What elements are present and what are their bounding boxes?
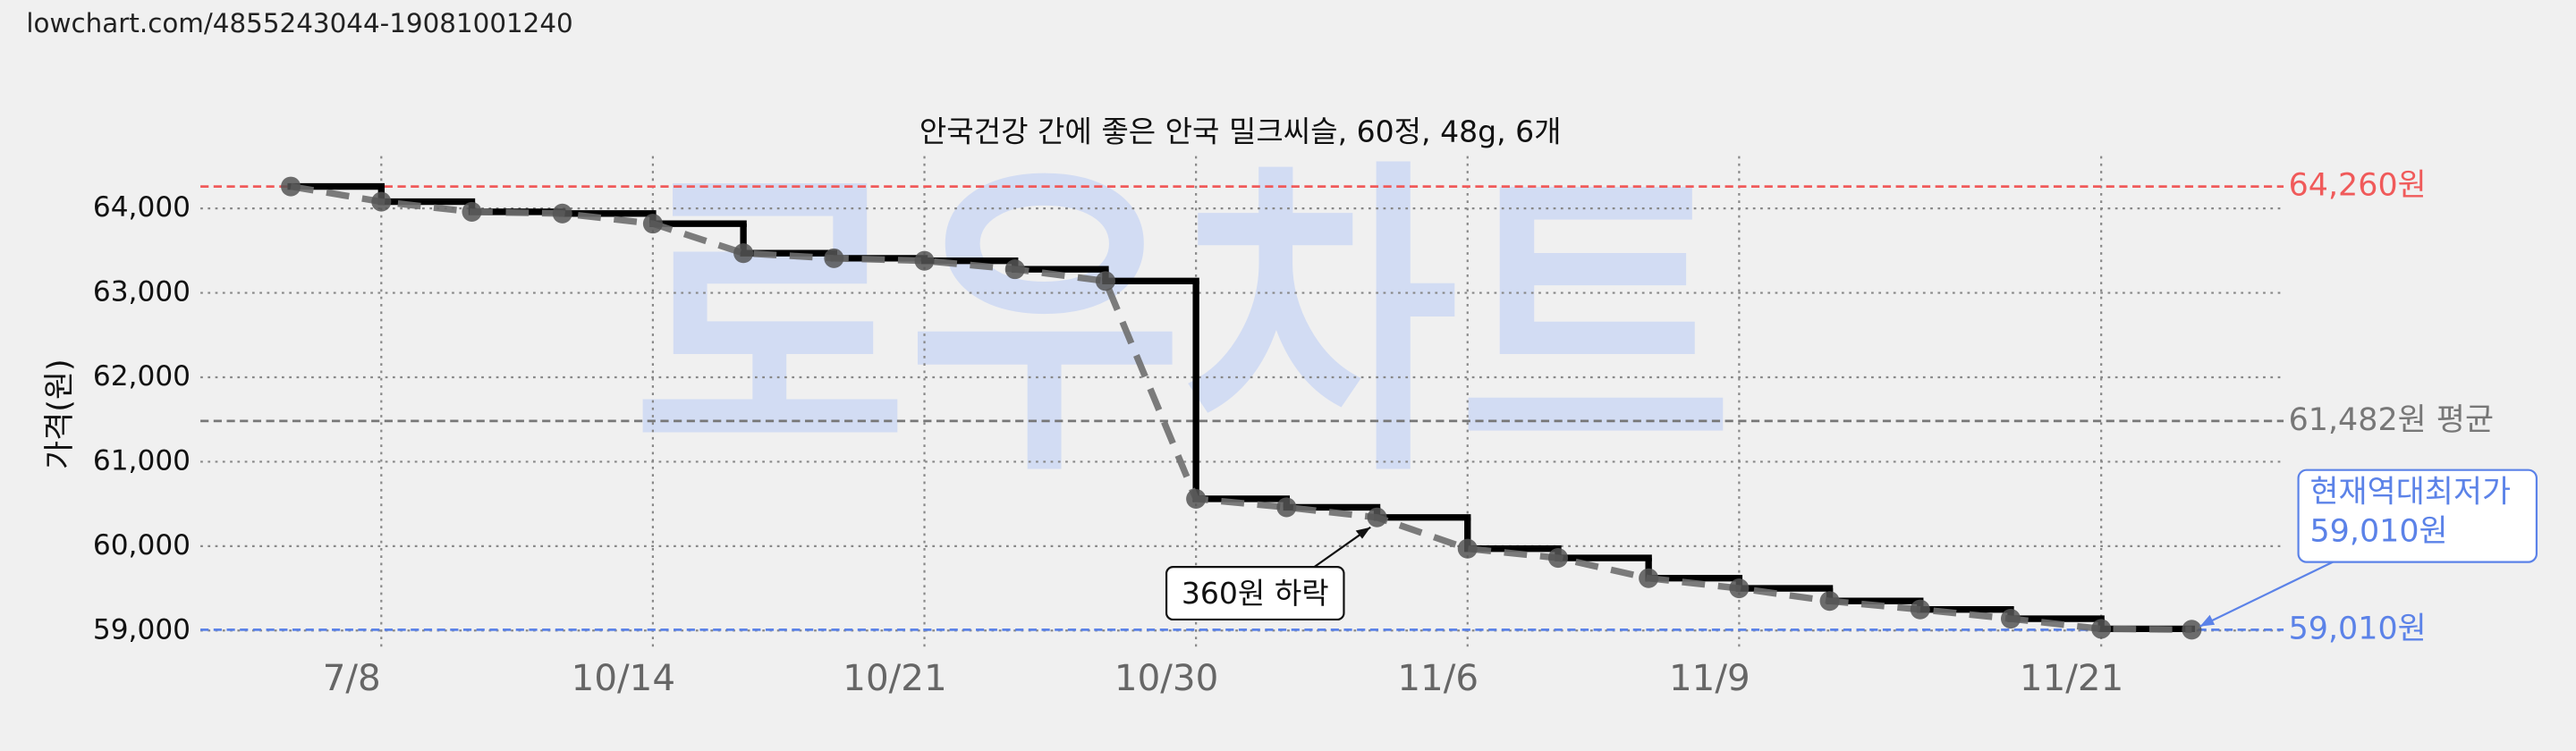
point [462, 201, 482, 222]
y-tick-label: 59,000 [93, 613, 191, 646]
annotation-box [2297, 468, 2538, 563]
annotation-text: 현재역대최저가 [2309, 474, 2511, 510]
point [281, 176, 301, 197]
y-axis-label: 가격(원) [42, 359, 78, 469]
point [1457, 538, 1478, 559]
point [2091, 619, 2112, 639]
annotation-text: 360원 하락 [1182, 576, 1329, 611]
x-tick-label: 10/14 [572, 656, 675, 699]
x-tick-label: 11/6 [1397, 656, 1479, 699]
x-tick-label: 7/8 [323, 656, 381, 699]
point [1910, 599, 1930, 620]
point [1004, 259, 1025, 280]
reference-label: 64,260원 [2289, 168, 2427, 204]
reference-label: 61,482원 평균 [2289, 402, 2494, 438]
point [1547, 548, 1568, 569]
arrow-head [2199, 614, 2216, 627]
point [1276, 497, 1297, 518]
point [1639, 568, 1659, 588]
y-tick-label: 63,000 [93, 276, 191, 308]
x-tick-label: 11/9 [1669, 656, 1750, 699]
annotation-text: 59,010원 [2309, 514, 2447, 550]
y-tick-label: 61,000 [93, 444, 191, 477]
point [733, 243, 754, 264]
annotation-box [1165, 566, 1345, 621]
point [2182, 620, 2202, 640]
annotation-arrow [2199, 561, 2334, 628]
x-tick-label: 10/30 [1114, 656, 1218, 699]
point [1819, 591, 1840, 612]
point [371, 191, 392, 212]
source-url: lowchart.com/4855243044-19081001240 [26, 8, 572, 38]
trend-line [290, 182, 2192, 633]
point [914, 250, 935, 271]
y-tick-label: 64,000 [93, 191, 191, 224]
point [1729, 578, 1750, 599]
y-tick-label: 62,000 [93, 360, 191, 392]
point [1367, 507, 1387, 527]
point [642, 214, 663, 234]
y-tick-label: 60,000 [93, 529, 191, 561]
point [2000, 609, 2021, 629]
reference-label: 59,010원 [2289, 611, 2427, 646]
x-tick-label: 11/21 [2020, 656, 2123, 699]
point [1186, 488, 1207, 509]
point [552, 203, 572, 224]
x-tick-label: 10/21 [843, 656, 946, 699]
point [1095, 271, 1115, 291]
watermark: 로우차트 [632, 133, 1733, 516]
point [824, 248, 844, 268]
arrow-head [1355, 527, 1371, 539]
chart-title: 안국건강 간에 좋은 안국 밀크씨슬, 60정, 48g, 6개 [919, 114, 1562, 148]
